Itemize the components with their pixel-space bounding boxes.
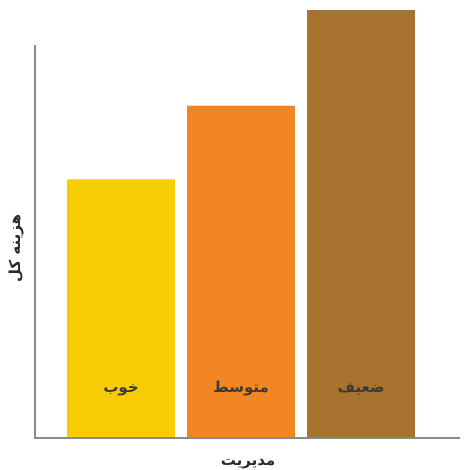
bar-label-3: ضعیف bbox=[338, 378, 385, 396]
bar-2 bbox=[187, 105, 295, 437]
bar-label-1: خوب bbox=[103, 378, 138, 396]
bar-label-2: متوسط bbox=[213, 378, 269, 396]
bar-3 bbox=[307, 10, 415, 437]
bars-layer bbox=[67, 10, 415, 438]
x-axis-title: مدیریت bbox=[221, 451, 275, 469]
bar-labels-layer: خوب متوسط ضعیف bbox=[103, 378, 384, 396]
y-axis-title: هزینه کل bbox=[6, 214, 24, 282]
bar-1 bbox=[67, 179, 175, 438]
